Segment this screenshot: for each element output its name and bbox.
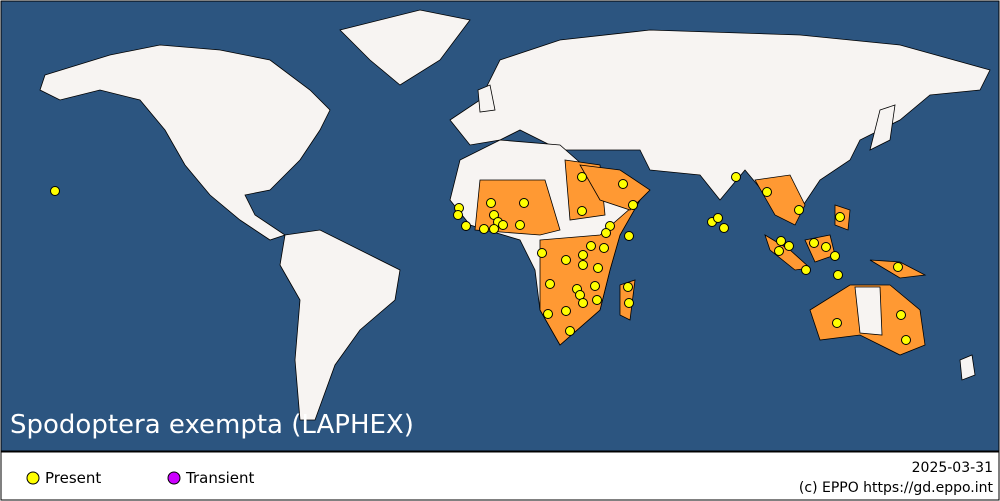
- occurrence-point: [461, 221, 471, 231]
- arabia-region: [579, 164, 651, 211]
- occurrence-point: [537, 248, 547, 258]
- occurrence-point: [893, 262, 903, 272]
- occurrence-point: [590, 281, 600, 291]
- map-date: 2025-03-31: [912, 460, 993, 476]
- occurrence-point: [784, 241, 794, 251]
- occurrence-point: [453, 210, 463, 220]
- legend-bar: [0, 451, 1000, 501]
- occurrence-point: [519, 198, 529, 208]
- occurrence-point: [489, 224, 499, 234]
- occurrence-point: [801, 265, 811, 275]
- occurrence-points: [50, 172, 911, 345]
- occurrence-point: [565, 326, 575, 336]
- australia-central: [854, 286, 883, 336]
- occurrence-point: [833, 270, 843, 280]
- occurrence-point: [498, 220, 508, 230]
- japan: [869, 104, 896, 151]
- occurrence-point: [896, 310, 906, 320]
- legend-swatch: [167, 471, 181, 485]
- occurrence-point: [713, 213, 723, 223]
- occurrence-point: [486, 198, 496, 208]
- uk: [477, 84, 496, 113]
- occurrence-point: [624, 231, 634, 241]
- occurrence-point: [545, 279, 555, 289]
- occurrence-point: [809, 238, 819, 248]
- occurrence-point: [592, 295, 602, 305]
- occurrence-point: [601, 228, 611, 238]
- legend-label: Present: [45, 469, 101, 487]
- occurrence-point: [561, 306, 571, 316]
- occurrence-point: [479, 224, 489, 234]
- occurrence-point: [543, 309, 553, 319]
- occurrence-point: [821, 242, 831, 252]
- greenland: [339, 9, 471, 86]
- occurrence-point: [832, 318, 842, 328]
- occurrence-point: [50, 186, 60, 196]
- new-zealand: [959, 354, 976, 381]
- north-america: [39, 44, 331, 241]
- occurrence-point: [593, 263, 603, 273]
- map-credit: (c) EPPO https://gd.eppo.int: [799, 480, 994, 496]
- occurrence-point: [618, 179, 628, 189]
- occurrence-point: [577, 172, 587, 182]
- occurrence-point: [623, 282, 633, 292]
- occurrence-point: [731, 172, 741, 182]
- occurrence-point: [578, 260, 588, 270]
- occurrence-point: [794, 205, 804, 215]
- occurrence-point: [762, 187, 772, 197]
- south-america: [279, 229, 401, 421]
- map-title: Spodoptera exempta (LAPHEX): [10, 410, 414, 440]
- eurasia: [449, 29, 991, 211]
- occurrence-point: [578, 298, 588, 308]
- occurrence-point: [561, 255, 571, 265]
- legend-swatch: [26, 471, 40, 485]
- occurrence-point: [719, 223, 729, 233]
- occurrence-point: [901, 335, 911, 345]
- occurrence-point: [628, 200, 638, 210]
- occurrence-point: [830, 251, 840, 261]
- legend-label: Transient: [185, 469, 255, 487]
- occurrence-point: [774, 246, 784, 256]
- occurrence-point: [515, 220, 525, 230]
- occurrence-point: [835, 212, 845, 222]
- occurrence-point: [578, 250, 588, 260]
- occurrence-point: [624, 298, 634, 308]
- occurrence-point: [586, 241, 596, 251]
- occurrence-point: [599, 243, 609, 253]
- occurrence-point: [776, 236, 786, 246]
- occurrence-point: [577, 206, 587, 216]
